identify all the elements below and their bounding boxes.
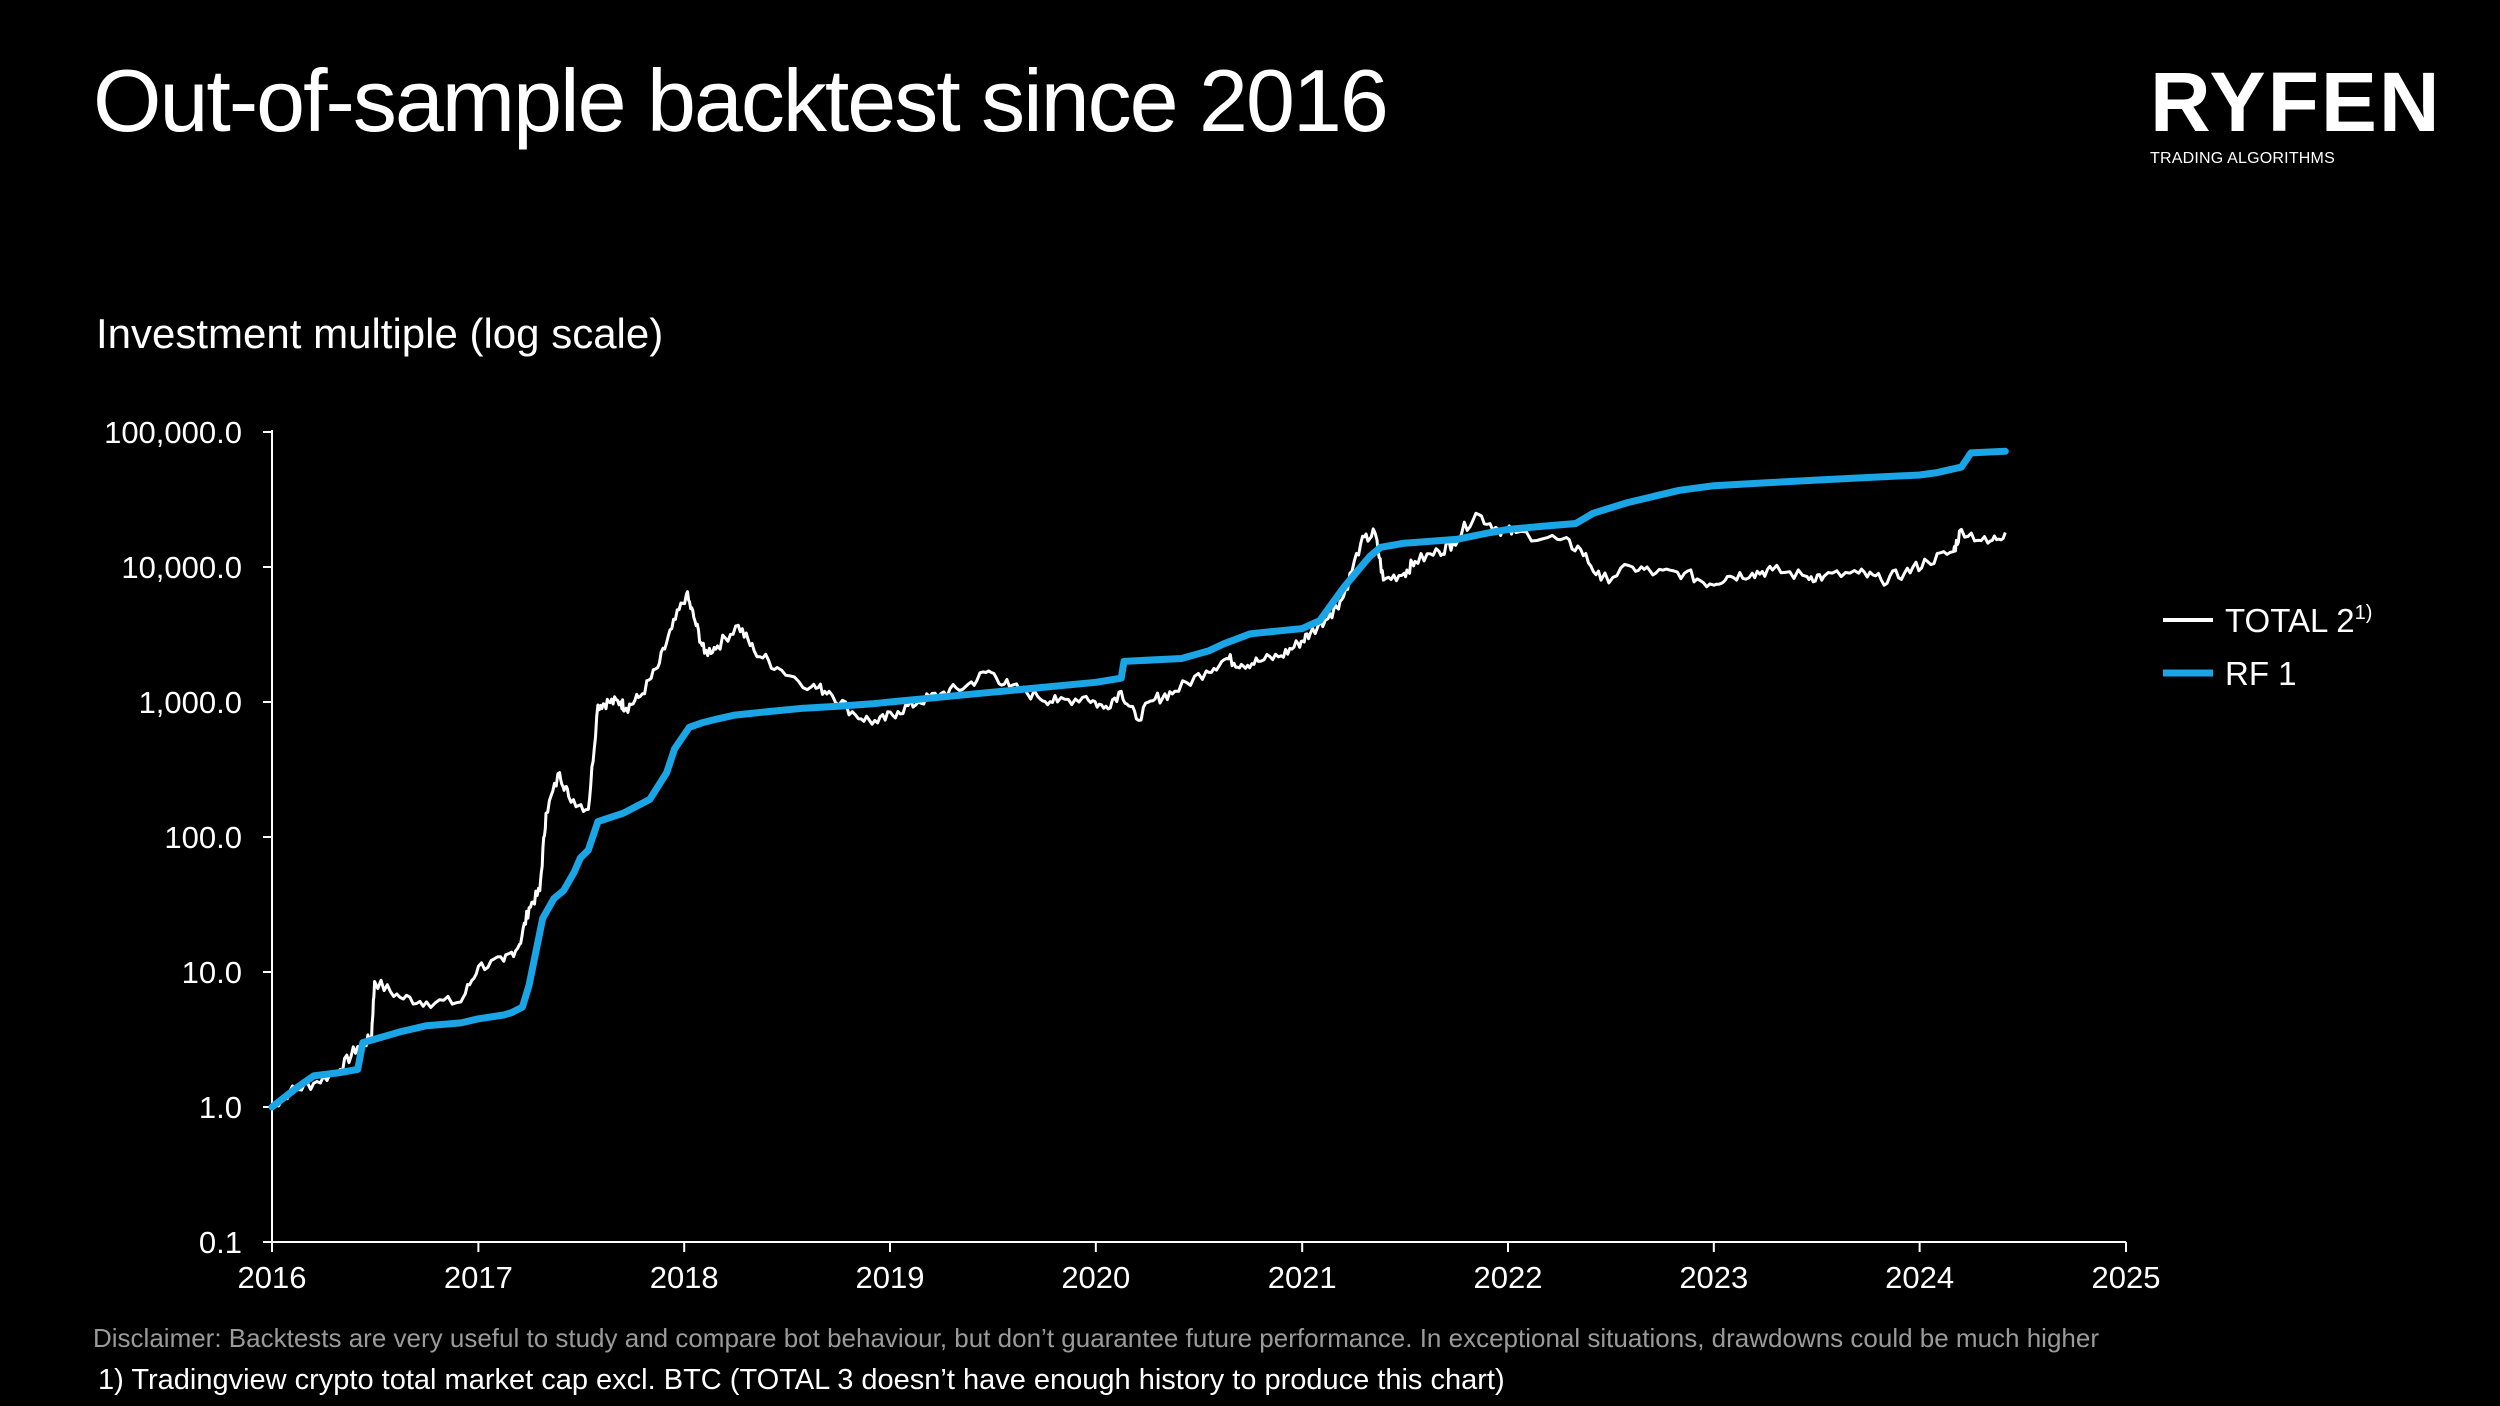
x-tick-label: 2022 (1474, 1260, 1543, 1295)
x-tick-label: 2020 (1061, 1260, 1130, 1295)
y-tick-label: 10.0 (182, 955, 242, 990)
y-tick-label: 100.0 (164, 820, 242, 855)
x-tick-label: 2017 (444, 1260, 513, 1295)
x-tick-label: 2019 (856, 1260, 925, 1295)
x-tick-label: 2018 (650, 1260, 719, 1295)
x-tick-label: 2021 (1268, 1260, 1337, 1295)
y-tick-label: 0.1 (199, 1225, 242, 1260)
x-tick-label: 2016 (238, 1260, 307, 1295)
y-tick-label: 1.0 (199, 1090, 242, 1125)
brand-tagline: TRADING ALGORITHMS (2150, 150, 2335, 167)
x-tick-label: 2023 (1679, 1260, 1748, 1295)
legend-label: TOTAL 21) (2225, 602, 2372, 639)
legend-label: RF 1 (2225, 655, 2297, 692)
brand-name: RYFEN (2150, 55, 2442, 149)
brand-logo: RYFEN TRADING ALGORITHMS (2150, 55, 2442, 168)
slide-title: Out-of-sample backtest since 2016 (93, 51, 1389, 150)
footnote-text: 1) Tradingview crypto total market cap e… (98, 1364, 1505, 1396)
y-tick-label: 10,000.0 (121, 550, 242, 585)
chart-title: Investment multiple (log scale) (96, 310, 664, 357)
series-line-rf-1 (268, 447, 2009, 1111)
disclaimer-text: Disclaimer: Backtests are very useful to… (93, 1323, 2099, 1353)
x-tick-label: 2025 (2092, 1260, 2161, 1295)
legend-superscript: 1) (2355, 602, 2373, 624)
x-tick-label: 2024 (1885, 1260, 1954, 1295)
y-tick-label: 1,000.0 (139, 685, 242, 720)
y-tick-label: 100,000.0 (104, 415, 242, 450)
series-line-total-2 (271, 511, 2007, 1109)
